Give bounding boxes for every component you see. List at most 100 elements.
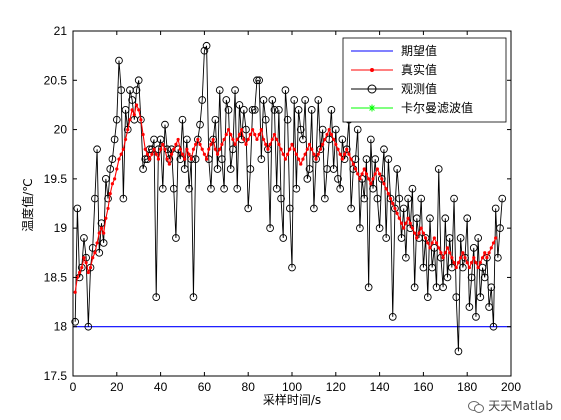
data-point-observed: [220, 184, 228, 193]
y-tick-label: 18: [54, 320, 68, 334]
data-point-true: [489, 246, 493, 250]
data-point-true: [283, 157, 288, 161]
x-tick-label: 140: [370, 380, 390, 394]
data-point-true: [139, 118, 143, 122]
data-point-true: [327, 127, 331, 132]
data-point-true: [84, 261, 88, 265]
data-point-true: [454, 265, 458, 270]
data-point-observed: [283, 115, 292, 124]
data-point-observed: [347, 204, 355, 213]
data-point-true: [255, 137, 259, 142]
data-point-true: [261, 137, 266, 142]
data-point-true: [373, 172, 377, 176]
data-point-observed: [410, 283, 419, 292]
data-point-true: [270, 137, 274, 142]
data-point-true: [318, 147, 323, 151]
data-point-true: [91, 256, 95, 260]
data-point-observed: [489, 322, 498, 331]
data-point-true: [450, 256, 454, 260]
data-point-observed: [93, 145, 101, 154]
data-point-observed: [434, 165, 443, 173]
data-point-observed: [202, 41, 211, 50]
data-point-true: [353, 167, 358, 171]
data-point-true: [410, 226, 415, 230]
data-point-true: [121, 147, 125, 151]
data-point-observed: [239, 106, 248, 114]
data-point-observed: [412, 214, 421, 223]
data-point-true: [194, 142, 198, 146]
data-point-true: [432, 236, 436, 240]
data-point-observed: [480, 273, 489, 282]
data-point-true: [272, 132, 277, 137]
data-point-observed: [360, 194, 369, 203]
data-point-true: [316, 152, 320, 156]
data-point-true: [388, 196, 393, 201]
data-point-observed: [215, 86, 224, 94]
data-point-observed: [229, 145, 237, 154]
data-point-true: [386, 192, 390, 196]
data-point-observed: [443, 273, 452, 282]
data-point-observed: [366, 135, 375, 144]
data-point-true: [345, 147, 349, 151]
data-point-true: [423, 236, 428, 240]
data-point-true: [378, 172, 382, 176]
data-point-observed: [207, 184, 215, 193]
data-point-observed: [261, 115, 270, 124]
data-point-observed: [310, 204, 318, 213]
data-point-true: [415, 236, 419, 240]
data-point-observed: [445, 234, 454, 242]
data-point-observed: [266, 224, 274, 232]
data-point-observed: [303, 175, 312, 183]
data-point-observed: [296, 125, 305, 134]
data-point-true: [86, 270, 90, 275]
data-point-observed: [233, 184, 242, 193]
x-tick-label: 160: [413, 380, 433, 394]
data-point-true: [434, 241, 439, 245]
data-point-observed: [294, 106, 303, 114]
data-point-true: [80, 265, 84, 270]
data-point-true: [417, 231, 421, 235]
x-tick-label: 200: [501, 380, 521, 394]
data-point-true: [325, 132, 329, 137]
data-point-observed: [423, 293, 432, 301]
data-point-observed: [255, 76, 264, 85]
data-point-true: [115, 167, 119, 171]
data-point-true: [281, 152, 285, 156]
data-point-true: [148, 157, 152, 161]
data-point-true: [204, 157, 209, 161]
data-point-observed: [417, 194, 426, 203]
data-point-observed: [80, 234, 88, 242]
data-point-observed: [108, 155, 117, 163]
data-point-true: [342, 152, 347, 156]
data-point-observed: [397, 234, 406, 242]
data-point-true: [189, 157, 193, 161]
data-point-true: [395, 211, 399, 215]
data-point-true: [367, 177, 371, 181]
data-point-observed: [386, 194, 395, 203]
data-point-observed: [292, 184, 301, 193]
data-point-true: [110, 182, 115, 186]
data-point-observed: [458, 263, 467, 272]
data-point-observed: [402, 253, 410, 262]
data-point-observed: [454, 347, 463, 356]
data-point-observed: [456, 234, 465, 242]
data-point-true: [104, 216, 108, 220]
data-point-observed: [200, 46, 209, 55]
data-point-observed: [180, 165, 189, 173]
data-point-true: [437, 246, 441, 250]
data-point-true: [185, 147, 189, 151]
data-point-observed: [299, 135, 307, 144]
data-point-true: [231, 137, 235, 142]
data-point-true: [448, 251, 452, 255]
data-point-true: [279, 147, 283, 151]
data-point-observed: [377, 175, 386, 183]
data-point-true: [119, 152, 123, 156]
legend-label-true: 真实值: [401, 62, 437, 77]
data-point-observed: [373, 194, 382, 203]
data-point-true: [126, 127, 130, 132]
data-point-true: [362, 167, 366, 171]
data-point-true: [172, 147, 176, 151]
data-point-true: [478, 261, 482, 265]
y-tick-label: 20.5: [44, 73, 68, 87]
